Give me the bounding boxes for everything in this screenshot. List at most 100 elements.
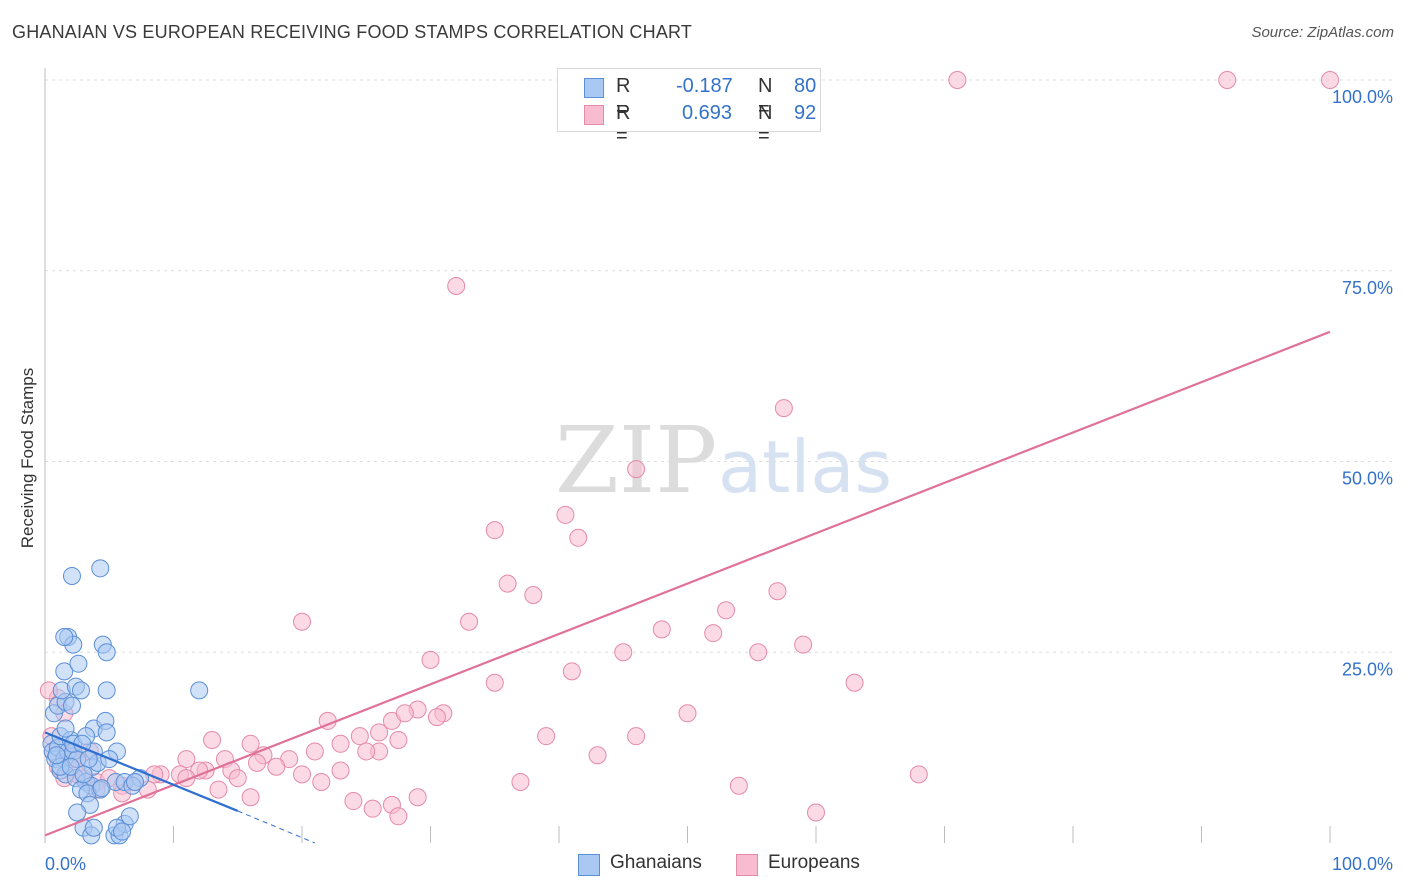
european-point	[344, 792, 363, 811]
european-point	[1218, 71, 1237, 89]
x-tick-label-left: 0.0%	[45, 854, 86, 874]
european-point	[537, 727, 556, 746]
european-point	[408, 788, 427, 807]
ghanaians-trend-line	[44, 731, 239, 812]
ghanaian-point	[84, 818, 103, 837]
ghanaian-point	[97, 643, 116, 662]
legend-n-value: 80	[794, 75, 817, 97]
european-point	[389, 730, 408, 749]
european-point	[331, 761, 350, 780]
chart-title: GHANAIAN VS EUROPEAN RECEIVING FOOD STAM…	[12, 22, 693, 42]
ghanaian-point	[55, 627, 74, 646]
ghanaian-point	[69, 654, 88, 673]
bottom-swatch-ghanaians	[578, 854, 600, 876]
european-point	[794, 635, 813, 654]
legend-r-label: R =	[616, 102, 631, 147]
european-point	[845, 673, 864, 692]
ghanaian-point	[62, 566, 81, 585]
ghanaian-point	[74, 765, 93, 784]
y-tick-label: 100.0%	[1332, 87, 1393, 107]
european-point	[704, 624, 723, 643]
european-point	[293, 612, 311, 631]
y-tick-label: 50.0%	[1342, 469, 1393, 489]
european-point	[768, 582, 787, 601]
european-point	[909, 765, 928, 784]
european-point	[569, 528, 588, 547]
ghanaian-point	[47, 746, 66, 765]
legend-r-label: R =	[616, 75, 631, 120]
ghanaian-point	[113, 822, 132, 841]
european-point	[370, 723, 389, 742]
european-point	[350, 727, 369, 746]
legend-n-label: N =	[758, 75, 773, 120]
x-tick-label-right: 100.0%	[1332, 854, 1393, 874]
ghanaian-point	[55, 662, 74, 681]
legend-swatch-ghanaians	[584, 78, 604, 98]
european-point	[588, 746, 607, 765]
legend-n-label: N =	[758, 102, 773, 147]
y-tick-label: 75.0%	[1342, 278, 1393, 298]
europeans-trend-line	[44, 330, 1331, 837]
european-point	[678, 704, 697, 723]
european-point	[267, 757, 286, 776]
european-point	[1321, 71, 1339, 89]
trend-layer	[44, 330, 1331, 844]
bottom-label-europeans: Europeans	[768, 852, 860, 873]
european-point	[948, 71, 967, 89]
european-point	[241, 788, 260, 807]
ghanaian-point	[62, 696, 81, 715]
european-point	[203, 730, 222, 749]
european-point	[248, 753, 267, 772]
european-point	[807, 803, 825, 822]
european-point	[421, 650, 440, 669]
european-point	[511, 772, 530, 791]
european-point	[363, 799, 382, 818]
european-point	[485, 673, 504, 692]
bottom-label-ghanaians: Ghanaians	[610, 852, 702, 873]
european-point	[556, 505, 575, 524]
european-point	[177, 750, 196, 769]
legend-r-value: -0.187	[676, 75, 733, 97]
ghanaian-point	[125, 772, 144, 791]
ghanaian-point	[97, 723, 116, 742]
label-layer: 25.0% 50.0% 75.0% 100.0% 0.0% 100.0%	[45, 87, 1393, 874]
european-point	[627, 727, 646, 746]
european-point	[729, 776, 748, 795]
bottom-swatch-europeans	[736, 854, 758, 876]
ghanaian-point	[56, 719, 75, 738]
legend-swatch-europeans	[584, 105, 604, 125]
ghanaians-trend-extension	[237, 810, 316, 844]
ghanaian-point	[92, 779, 111, 798]
european-point	[395, 704, 414, 723]
european-point	[331, 734, 350, 753]
y-axis-label: Receiving Food Stamps	[18, 368, 37, 548]
european-point	[485, 521, 504, 540]
european-point	[774, 399, 793, 418]
grid-layer	[45, 79, 1395, 653]
european-point	[241, 734, 260, 753]
european-point	[562, 662, 581, 681]
watermark-atlas: atlas	[718, 425, 892, 509]
european-point	[627, 460, 646, 479]
ghanaian-point	[91, 559, 110, 578]
european-point	[305, 742, 324, 761]
ghanaian-point	[68, 803, 87, 822]
european-point	[228, 769, 247, 788]
ghanaian-point	[97, 681, 116, 700]
european-point	[460, 612, 479, 631]
european-point	[498, 574, 517, 593]
ghanaian-point	[120, 807, 139, 826]
source-label: Source: ZipAtlas.com	[1251, 24, 1394, 41]
european-point	[447, 277, 466, 296]
european-point	[357, 742, 376, 761]
european-point	[427, 708, 446, 727]
y-tick-label: 25.0%	[1342, 659, 1393, 679]
european-point	[652, 620, 671, 639]
european-point	[209, 780, 228, 799]
legend-n-value: 92	[794, 102, 817, 124]
axis-layer	[44, 68, 1331, 843]
european-point	[749, 643, 768, 662]
european-point	[614, 643, 633, 662]
ghanaian-point	[71, 681, 90, 700]
